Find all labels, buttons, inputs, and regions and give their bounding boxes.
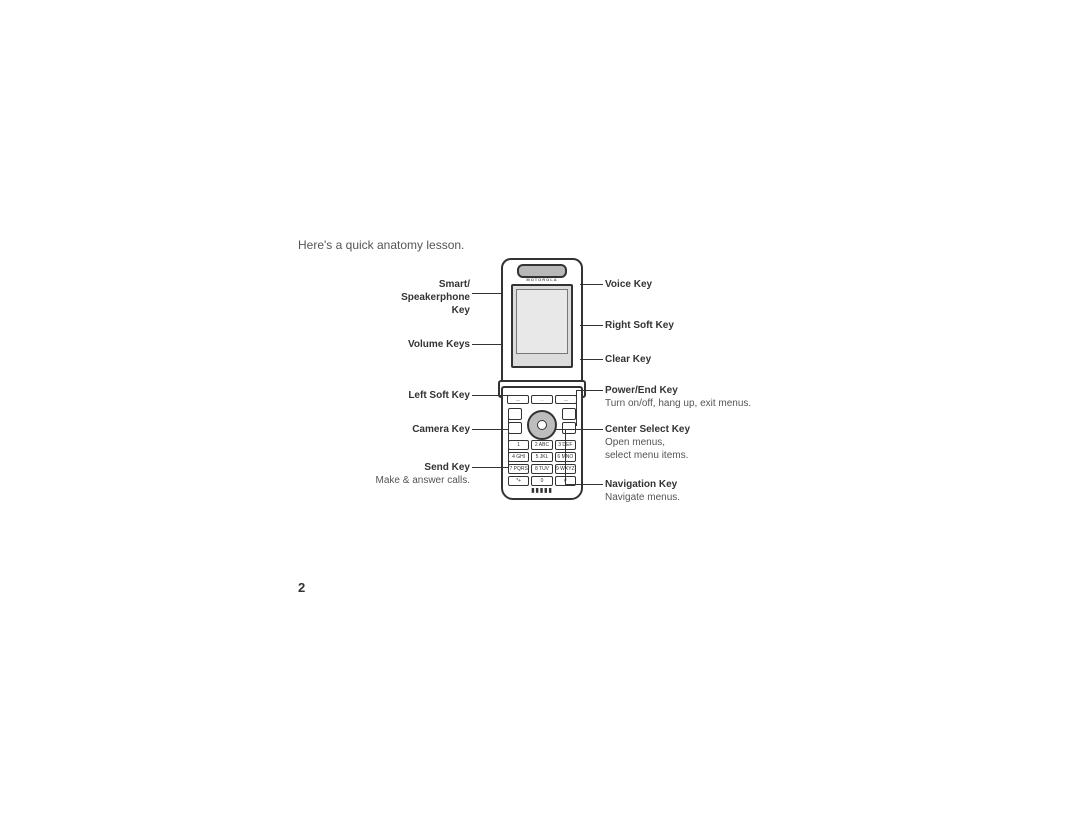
label-send-key: Send Key Make & answer calls.: [370, 461, 470, 487]
phone-diagram: MOTOROLA — ... — 1 2 ABC 3 DEF 4 GHI 5 J…: [495, 258, 585, 508]
leader-line: [565, 484, 603, 485]
key-0: 0: [531, 476, 552, 486]
label-desc: Navigate menus.: [605, 491, 805, 504]
brand-label: MOTOROLA: [526, 277, 557, 282]
key-1: 1: [508, 440, 529, 450]
send-key-icon: [508, 408, 522, 420]
label-center-select-key: Center Select Key Open menus,select menu…: [605, 423, 805, 462]
label-title: Voice Key: [605, 278, 805, 291]
phone-bottom-half: — ... — 1 2 ABC 3 DEF 4 GHI 5 JKL 6 MNO …: [501, 386, 583, 500]
label-desc: Turn on/off, hang up, exit menus.: [605, 397, 825, 410]
label-title: Left Soft Key: [390, 389, 470, 402]
phone-top-half: MOTOROLA: [501, 258, 583, 392]
screen-inner: [516, 289, 568, 354]
label-left-soft-key: Left Soft Key: [390, 389, 470, 402]
speaker-grille-icon: ▮▮▮▮▮: [531, 487, 553, 494]
right-soft-key-icon: —: [555, 395, 577, 404]
label-navigation-key: Navigation Key Navigate menus.: [605, 478, 805, 504]
key-7: 7 PQRS: [508, 464, 529, 474]
label-smart-speakerphone: Smart/SpeakerphoneKey: [390, 278, 470, 317]
label-title: Clear Key: [605, 353, 805, 366]
leader-line: [472, 467, 508, 468]
leader-line: [580, 325, 603, 326]
leader-line: [576, 390, 603, 391]
label-title: Smart/SpeakerphoneKey: [390, 278, 470, 317]
leader-line: [472, 395, 508, 396]
label-desc: Make & answer calls.: [370, 474, 470, 487]
phone-screen: [511, 284, 573, 368]
label-clear-key: Clear Key: [605, 353, 805, 366]
softkey-row: — ... —: [507, 395, 577, 403]
navigation-key-icon: [527, 410, 557, 440]
left-soft-key-icon: —: [507, 395, 529, 404]
camera-key-icon: [508, 422, 522, 434]
leader-line: [580, 359, 603, 360]
label-title: Power/End Key: [605, 384, 825, 397]
page-number: 2: [298, 580, 305, 595]
label-title: Center Select Key: [605, 423, 805, 436]
manual-page: Here's a quick anatomy lesson. MOTOROLA …: [0, 0, 1080, 834]
key-4: 4 GHI: [508, 452, 529, 462]
label-right-soft-key: Right Soft Key: [605, 319, 805, 332]
intro-text: Here's a quick anatomy lesson.: [298, 238, 464, 252]
key-5: 5 JKL: [531, 452, 552, 462]
leader-line: [472, 293, 501, 294]
leader-line: [565, 430, 566, 485]
label-title: Send Key: [370, 461, 470, 474]
leader-line: [576, 390, 577, 426]
earpiece-icon: [517, 264, 567, 278]
label-title: Camera Key: [390, 423, 470, 436]
label-voice-key: Voice Key: [605, 278, 805, 291]
label-power-end-key: Power/End Key Turn on/off, hang up, exit…: [605, 384, 825, 410]
key-2: 2 ABC: [531, 440, 552, 450]
leader-line: [580, 284, 603, 285]
key-8: 8 TUV: [531, 464, 552, 474]
leader-line: [555, 429, 603, 430]
label-title: Right Soft Key: [605, 319, 805, 332]
clear-key-icon: [562, 408, 576, 420]
label-volume-keys: Volume Keys: [390, 338, 470, 351]
leader-line: [472, 344, 501, 345]
label-camera-key: Camera Key: [390, 423, 470, 436]
leader-line: [472, 429, 508, 430]
key-star: *+: [508, 476, 529, 486]
leader-line: [508, 410, 509, 467]
label-title: Volume Keys: [390, 338, 470, 351]
label-title: Navigation Key: [605, 478, 805, 491]
label-desc: Open menus,select menu items.: [605, 436, 805, 462]
leader-line: [555, 422, 556, 430]
menu-key-icon: ...: [531, 395, 553, 404]
